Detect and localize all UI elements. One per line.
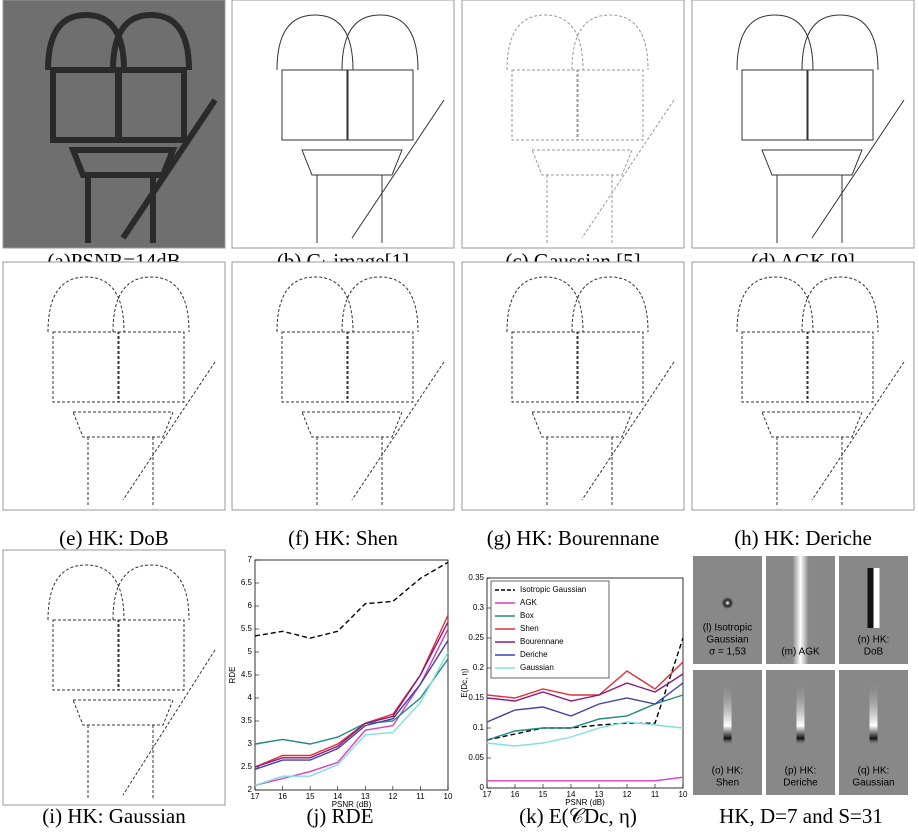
tile-caption: Shen (716, 778, 739, 789)
filter-tile: (o) HK:Shen (693, 670, 762, 795)
x-tick-label: 15 (539, 790, 548, 799)
y-tick-label: 0.25 (468, 633, 484, 642)
x-tick-label: 16 (278, 792, 287, 801)
tile-caption: (o) HK: (712, 766, 744, 777)
kernel (874, 568, 880, 628)
y-tick-label: 4 (248, 693, 253, 702)
caption: (e) HK: DoB (59, 526, 169, 550)
image (692, 0, 914, 248)
image-panel: (f) HK: Shen (232, 262, 454, 550)
kernel (722, 597, 734, 609)
tile-caption: DoB (864, 647, 884, 658)
x-tick-label: 16 (511, 790, 520, 799)
legend-label: Gaussian (520, 663, 554, 672)
y-tick-label: 3 (248, 739, 253, 748)
y-tick-label: 0.05 (468, 753, 484, 762)
y-tick-label: 5.5 (241, 624, 253, 633)
legend-label: Shen (520, 624, 539, 633)
image-panel: (e) HK: DoB (3, 262, 225, 550)
y-tick-label: 3.5 (241, 716, 253, 725)
filter-tile: (p) HK:Deriche (766, 670, 835, 795)
image-panel: (g) HK: Bourennane (462, 262, 684, 550)
image (462, 0, 684, 248)
image-panel: (c) Gaussian [5] (462, 0, 684, 273)
y-tick-label: 5 (248, 647, 253, 656)
tile-caption: (n) HK: (858, 635, 890, 646)
caption: (g) HK: Bourennane (487, 526, 660, 550)
y-axis-label: E(Dc, η) (460, 668, 469, 698)
y-axis-label: RDE (228, 667, 237, 684)
x-tick-label: 12 (388, 792, 397, 801)
y-tick-label: 0.15 (468, 693, 484, 702)
image-panel: (b) Gₜ image[1] (232, 0, 454, 273)
x-tick-label: 17 (483, 790, 492, 799)
caption: (k) E(𝒞Dc, η) (519, 804, 637, 828)
image (3, 550, 225, 805)
y-tick-label: 0.3 (473, 603, 485, 612)
tile-caption: (m) AGK (781, 647, 820, 658)
y-tick-label: 7 (248, 555, 253, 564)
caption: HK, D=7 and S=31 (719, 804, 883, 828)
x-tick-label: 15 (306, 792, 315, 801)
x-tick-label: 17 (251, 792, 260, 801)
y-tick-label: 4.5 (241, 670, 253, 679)
tile-caption: Gaussian (852, 778, 894, 789)
image (3, 0, 225, 248)
x-tick-label: 10 (679, 790, 688, 799)
image-panel: (d) AGK [9] (692, 0, 914, 273)
kernel (870, 680, 878, 745)
image-panel: (i) HK: Gaussian (3, 550, 225, 828)
legend-label: Deriche (520, 650, 548, 659)
image (232, 262, 454, 510)
image (462, 262, 684, 510)
tile-caption: (p) HK: (785, 766, 817, 777)
tile-caption: σ = 1,53 (709, 647, 746, 658)
y-tick-label: 0.1 (473, 723, 485, 732)
legend-label: AGK (520, 598, 538, 607)
filter-tile: (n) HK:DoB (839, 556, 908, 664)
filter-tile: (m) AGK (766, 556, 835, 664)
y-tick-label: 2.5 (241, 762, 253, 771)
caption: (h) HK: Deriche (734, 526, 872, 550)
y-tick-label: 6.5 (241, 578, 253, 587)
caption: (f) HK: Shen (288, 526, 398, 550)
x-tick-label: 11 (651, 790, 660, 799)
page: (a)PSNR=14dB(b) Gₜ image[1](c) Gaussian … (0, 0, 919, 832)
image (3, 262, 225, 510)
image (232, 0, 454, 248)
kernel (724, 680, 732, 745)
kernel (797, 680, 805, 745)
x-tick-label: 12 (623, 790, 632, 799)
figure: (a)PSNR=14dB(b) Gₜ image[1](c) Gaussian … (0, 0, 919, 832)
caption: (j) RDE (306, 804, 373, 828)
legend-label: Isotropic Gaussian (520, 585, 586, 594)
tile-caption: Deriche (783, 778, 818, 789)
image (692, 262, 914, 510)
x-tick-label: 11 (416, 792, 425, 801)
tile-caption: (l) Isotropic (703, 623, 752, 634)
caption: (i) HK: Gaussian (42, 804, 186, 828)
legend-label: Bourennane (520, 637, 564, 646)
y-tick-label: 0.35 (468, 573, 484, 582)
image-panel: (a)PSNR=14dB (3, 0, 225, 273)
y-tick-label: 0.2 (473, 663, 485, 672)
filter-tile: (q) HK:Gaussian (839, 670, 908, 795)
x-tick-label: 10 (444, 792, 453, 801)
legend-label: Box (520, 611, 534, 620)
y-tick-label: 6 (248, 601, 253, 610)
image-panel: (h) HK: Deriche (692, 262, 914, 550)
kernel (868, 568, 874, 628)
tile-caption: (q) HK: (858, 766, 890, 777)
tile-caption: Gaussian (706, 635, 748, 646)
